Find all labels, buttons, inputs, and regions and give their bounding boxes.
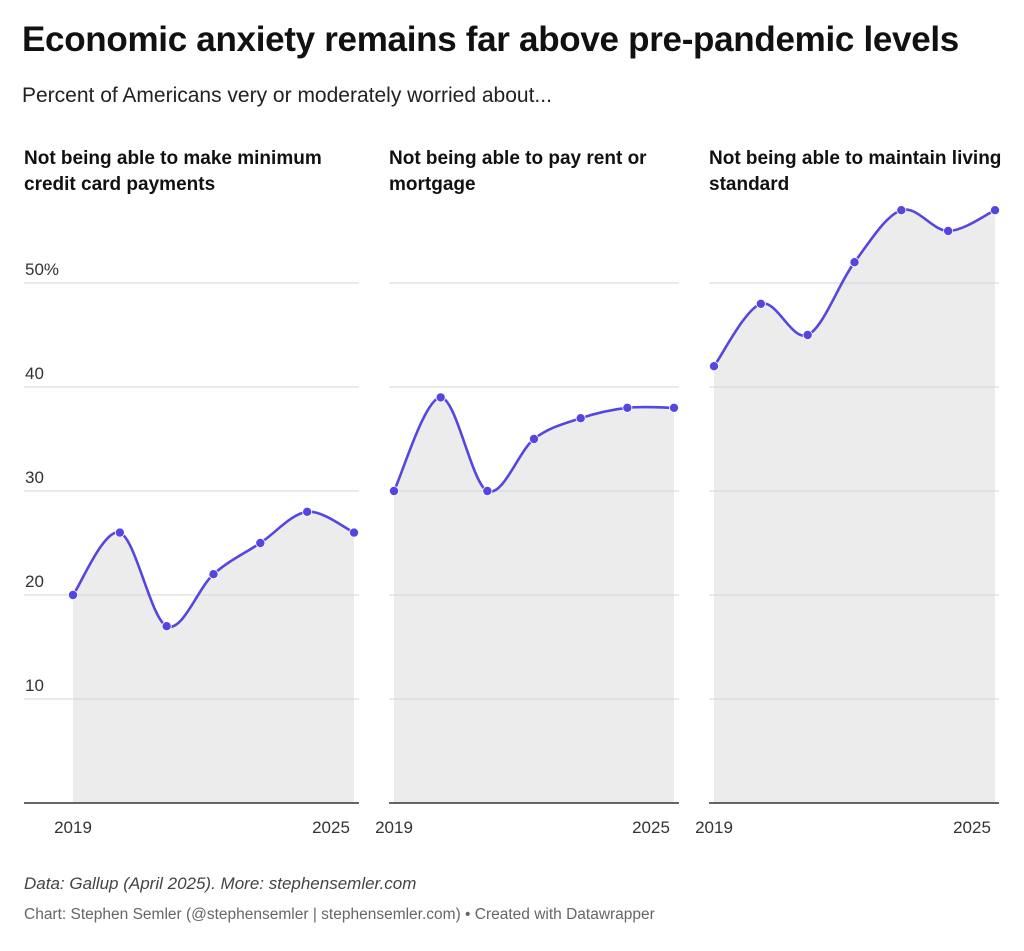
chart-subtitle: Percent of Americans very or moderately … [22, 84, 552, 107]
x-tick-label-rent-mortgage-end: 2025 [632, 818, 670, 837]
credit-note: Chart: Stephen Semler (@stephensemler | … [24, 906, 655, 923]
panel-title-living-standard: Not being able to maintain living standa… [709, 148, 1002, 195]
area-fill-living-standard [714, 209, 995, 803]
data-point-living-standard-2023 [896, 205, 907, 216]
y-tick-label-30: 30 [25, 468, 44, 487]
data-point-credit-card-2021 [161, 621, 172, 632]
data-point-living-standard-2021 [802, 329, 813, 340]
y-tick-label-40: 40 [25, 364, 44, 383]
data-point-credit-card-2024 [302, 506, 313, 517]
x-tick-label-living-standard-end: 2025 [953, 818, 991, 837]
data-point-rent-mortgage-2022 [529, 433, 540, 444]
data-point-rent-mortgage-2020 [435, 392, 446, 403]
data-point-rent-mortgage-2025 [669, 402, 680, 413]
data-point-credit-card-2022 [208, 569, 219, 580]
data-point-living-standard-2024 [943, 225, 954, 236]
panel-title-credit-card: Not being able to make minimum credit ca… [24, 148, 322, 195]
chart-title: Economic anxiety remains far above pre-p… [22, 20, 959, 59]
y-tick-label-20: 20 [25, 572, 44, 591]
data-point-credit-card-2025 [348, 527, 359, 538]
area-fill-rent-mortgage [394, 397, 674, 803]
data-point-rent-mortgage-2021 [482, 485, 493, 496]
data-point-rent-mortgage-2019 [388, 485, 399, 496]
data-point-credit-card-2019 [68, 590, 79, 601]
panel-title-rent-mortgage: Not being able to pay rent or mortgage [389, 148, 647, 195]
data-point-credit-card-2023 [255, 538, 266, 549]
source-note: Data: Gallup (April 2025). More: stephen… [24, 874, 417, 893]
x-tick-label-credit-card-start: 2019 [54, 818, 92, 837]
data-point-rent-mortgage-2024 [622, 402, 633, 413]
y-tick-label-10: 10 [25, 676, 44, 695]
data-point-living-standard-2020 [755, 298, 766, 309]
area-fill-credit-card [73, 511, 354, 803]
x-tick-label-living-standard-start: 2019 [695, 818, 733, 837]
data-point-living-standard-2022 [849, 257, 860, 268]
data-point-credit-card-2020 [114, 527, 125, 538]
y-tick-label-50: 50% [25, 260, 59, 279]
x-tick-label-rent-mortgage-start: 2019 [375, 818, 413, 837]
data-point-living-standard-2019 [709, 361, 720, 372]
data-point-living-standard-2025 [990, 205, 1001, 216]
x-tick-label-credit-card-end: 2025 [312, 818, 350, 837]
data-point-rent-mortgage-2023 [575, 413, 586, 424]
